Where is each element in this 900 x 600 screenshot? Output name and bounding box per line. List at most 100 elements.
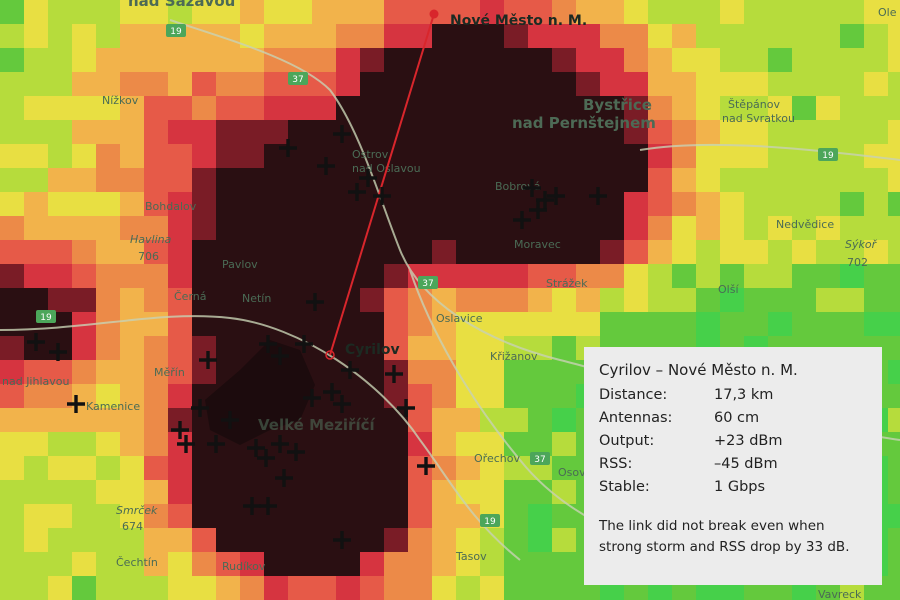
coverage-cell [288,96,312,120]
coverage-cell [864,216,888,240]
coverage-cell [576,288,600,312]
station-marker[interactable] [333,125,351,143]
coverage-cell [144,96,168,120]
coverage-cell [72,120,96,144]
coverage-cell [48,432,72,456]
coverage-cell [240,192,264,216]
station-marker[interactable] [287,443,305,461]
site-marker-b[interactable] [429,9,439,19]
coverage-cell [336,0,360,24]
station-marker[interactable] [279,139,297,157]
coverage-cell [744,312,768,336]
coverage-cell [0,48,24,72]
coverage-cell [168,48,192,72]
station-marker[interactable] [199,351,217,369]
coverage-cell [360,0,384,24]
station-marker[interactable] [547,187,565,205]
info-key: Antennas: [599,409,673,426]
coverage-cell [72,216,96,240]
coverage-cell [552,384,576,408]
coverage-cell [96,432,120,456]
station-marker[interactable] [49,343,67,361]
coverage-cell [144,552,168,576]
coverage-cell [168,288,192,312]
elevation-label: 674 [122,520,143,533]
station-marker[interactable] [295,335,313,353]
station-marker[interactable] [259,335,277,353]
station-marker[interactable] [243,497,261,515]
coverage-cell [288,216,312,240]
station-marker[interactable] [27,333,45,351]
station-marker[interactable] [221,411,239,429]
coverage-cell [360,384,384,408]
station-marker[interactable] [177,435,195,453]
coverage-cell [456,576,480,600]
coverage-cell [696,48,720,72]
station-marker[interactable] [373,187,391,205]
station-markers [27,125,607,549]
road-shield: 19 [36,310,56,323]
station-marker[interactable] [397,399,415,417]
coverage-cell [96,264,120,288]
station-marker[interactable] [317,157,335,175]
coverage-cell [792,264,816,288]
station-marker[interactable] [207,435,225,453]
coverage-cell [0,24,24,48]
coverage-cell [792,192,816,216]
station-marker[interactable] [385,365,403,383]
station-marker[interactable] [536,191,554,209]
coverage-cell [216,456,240,480]
coverage-cell [888,264,900,288]
station-marker[interactable] [257,449,275,467]
coverage-cell [624,72,648,96]
station-marker[interactable] [247,439,265,457]
station-marker[interactable] [333,531,351,549]
site-marker-a[interactable] [325,350,335,360]
coverage-cell [288,120,312,144]
station-marker[interactable] [523,179,541,197]
station-marker[interactable] [259,497,277,515]
station-marker[interactable] [417,457,435,475]
coverage-cell [120,0,144,24]
station-marker[interactable] [333,395,351,413]
coverage-cell [48,576,72,600]
coverage-cell [744,72,768,96]
station-marker[interactable] [589,187,607,205]
coverage-cell [24,384,48,408]
place-label: Pavlov [222,258,258,271]
station-marker[interactable] [348,183,366,201]
station-marker[interactable] [306,293,324,311]
coverage-cell [72,192,96,216]
coverage-cell [288,480,312,504]
coverage-cell [72,72,96,96]
coverage-cell [168,264,192,288]
coverage-cell [192,144,216,168]
station-marker[interactable] [513,211,531,229]
station-marker[interactable] [341,361,359,379]
coverage-cell [504,48,528,72]
station-marker[interactable] [67,395,85,413]
station-marker[interactable] [171,421,189,439]
coverage-cell [336,72,360,96]
coverage-cell [48,480,72,504]
station-marker[interactable] [303,389,321,407]
coverage-cell [264,216,288,240]
coverage-cell [432,48,456,72]
station-marker[interactable] [275,469,293,487]
station-marker[interactable] [271,435,289,453]
coverage-cell [312,408,336,432]
coverage-cell [48,168,72,192]
station-marker[interactable] [191,399,209,417]
coverage-cell [528,216,552,240]
coverage-cell [216,120,240,144]
coverage-cell [888,384,900,408]
station-marker[interactable] [359,169,377,187]
coverage-cell [744,192,768,216]
station-marker[interactable] [323,383,341,401]
station-marker[interactable] [529,201,547,219]
coverage-cell [840,48,864,72]
coverage-cell [672,168,696,192]
station-marker[interactable] [271,347,289,365]
